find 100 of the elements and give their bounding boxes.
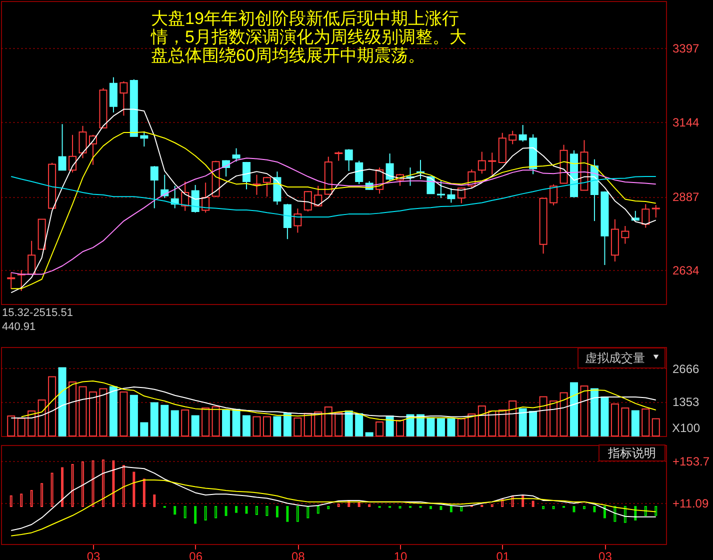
bar <box>365 432 374 436</box>
y-tick-label: 3144 <box>672 115 700 130</box>
bar <box>78 386 87 436</box>
candlestick <box>68 134 77 173</box>
bar <box>212 406 220 436</box>
bar <box>28 410 36 436</box>
bar <box>426 417 435 436</box>
candlestick <box>518 124 527 142</box>
bar <box>406 414 414 436</box>
bar <box>508 400 517 436</box>
bar <box>252 416 261 436</box>
bar <box>610 404 619 436</box>
candlestick <box>386 153 394 182</box>
bar <box>518 408 527 436</box>
text: 440.91 <box>2 321 36 333</box>
bar <box>498 410 506 436</box>
bar <box>631 410 640 436</box>
annotation: 大盘19年年初创阶段新低后现中期上涨行情，5月指数深调演化为周线级别调整。大盘总体围绕60周均线展开中期震荡。 <box>150 9 466 65</box>
bar <box>7 416 16 436</box>
candlestick <box>283 203 292 240</box>
bar <box>324 406 332 436</box>
bar <box>304 412 312 436</box>
candlestick <box>436 180 445 199</box>
bar <box>416 414 424 436</box>
candlestick <box>488 152 496 176</box>
bar <box>140 422 148 436</box>
bar <box>590 388 598 436</box>
bar <box>314 412 322 436</box>
candlestick <box>478 151 486 174</box>
bar <box>488 410 496 436</box>
line-series <box>10 480 656 536</box>
bar <box>468 413 476 436</box>
line-series <box>10 386 656 419</box>
candlestick <box>652 204 660 218</box>
bar <box>642 408 650 436</box>
bar <box>386 416 394 436</box>
bar <box>222 410 230 436</box>
bar <box>232 408 240 436</box>
candlestick <box>550 184 558 206</box>
candlestick <box>508 130 517 145</box>
bar <box>202 408 210 436</box>
bar <box>283 412 292 436</box>
y-tick-label: +153.7 <box>672 454 710 468</box>
candlestick <box>334 150 343 162</box>
bar <box>570 382 578 436</box>
bar <box>181 410 190 436</box>
bar <box>150 402 158 436</box>
candlestick <box>232 148 240 162</box>
annotation: 虚拟成交量 <box>585 351 645 365</box>
line-series <box>10 158 656 275</box>
y-tick-label: 1353 <box>672 395 700 410</box>
candlestick <box>457 187 466 204</box>
candlestick <box>304 190 312 212</box>
bar <box>550 400 558 436</box>
candlestick <box>120 80 128 116</box>
text: 15.32-2515.51 <box>2 307 73 319</box>
bar <box>436 418 445 436</box>
candlestick <box>621 225 630 244</box>
candlestick <box>344 148 353 172</box>
bar <box>109 386 118 436</box>
candlestick <box>140 130 148 148</box>
bar <box>130 394 138 436</box>
bar <box>447 418 456 436</box>
candlestick <box>294 208 302 234</box>
bar <box>478 406 486 436</box>
bar <box>160 404 169 436</box>
bar <box>355 413 364 436</box>
candlestick <box>28 240 36 275</box>
bar <box>560 392 568 436</box>
bar <box>242 415 251 436</box>
candlestick <box>355 160 364 185</box>
bar <box>621 408 630 436</box>
bar <box>457 418 466 436</box>
bar <box>191 415 200 436</box>
bar <box>600 396 609 436</box>
bar <box>376 421 384 436</box>
bar <box>262 416 271 436</box>
bar <box>48 376 56 436</box>
bar <box>529 410 538 436</box>
bar <box>68 381 77 436</box>
y-axis-title: X100 <box>672 421 700 435</box>
y-tick-label: +11.09 <box>672 496 709 511</box>
bar <box>334 412 343 436</box>
candlestick <box>262 176 271 198</box>
candlestick <box>58 124 66 171</box>
line-series <box>20 380 656 422</box>
y-tick-label: 3397 <box>672 42 700 56</box>
y-tick-label: 2666 <box>672 362 700 376</box>
bar <box>88 391 97 436</box>
candlestick <box>642 204 650 228</box>
y-tick-label: 2634 <box>672 264 700 278</box>
bar <box>580 386 588 436</box>
y-tick-label: 2887 <box>672 190 700 204</box>
bar <box>58 367 66 436</box>
annotation: 指标说明 <box>607 446 656 460</box>
bar <box>539 396 548 436</box>
candlestick <box>242 161 251 190</box>
candlestick <box>109 76 118 113</box>
line-series <box>10 466 656 531</box>
bar <box>344 410 353 436</box>
